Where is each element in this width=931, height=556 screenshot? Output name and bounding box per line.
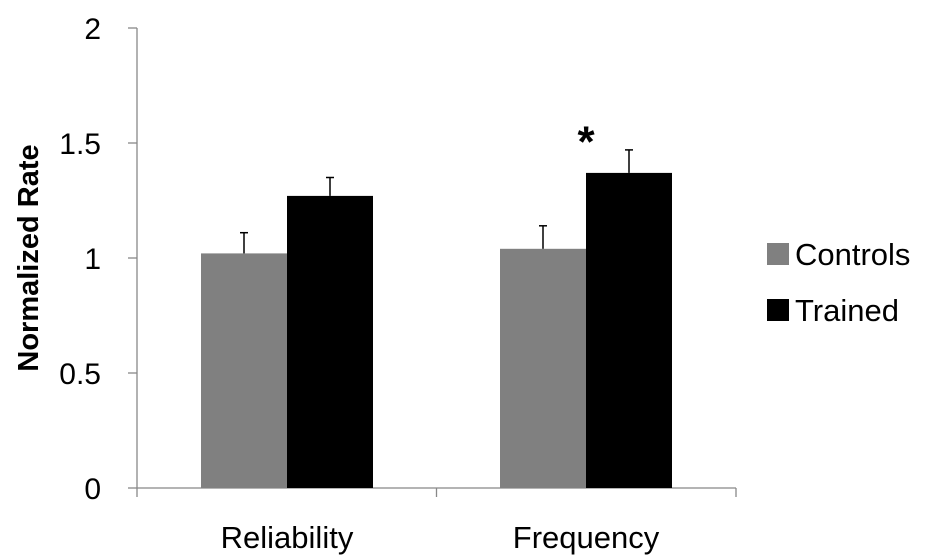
bar-trained-frequency — [586, 172, 672, 488]
y-tick-label: 1.5 — [59, 128, 101, 161]
bar-controls-reliability — [201, 253, 287, 488]
x-tick-label: Reliability — [221, 520, 354, 555]
x-axis: Reliability Frequency — [136, 487, 737, 555]
y-tick-label: 0.5 — [59, 358, 101, 391]
x-tick-label: Frequency — [513, 520, 660, 555]
bars — [201, 172, 672, 488]
error-bars — [240, 149, 633, 254]
y-tick-label: 1 — [84, 243, 101, 276]
y-tick-label: 2 — [84, 13, 101, 46]
legend: Controls Trained — [767, 237, 910, 328]
legend-label-controls: Controls — [795, 237, 910, 272]
significance-asterisk: * — [577, 117, 595, 166]
y-axis-label: Normalized Rate — [13, 144, 45, 371]
legend-swatch-trained — [767, 299, 789, 321]
bar-controls-frequency — [500, 248, 586, 488]
y-tick-label: 0 — [84, 473, 101, 506]
legend-swatch-controls — [767, 243, 789, 265]
legend-label-trained: Trained — [795, 293, 899, 328]
bar-trained-reliability — [287, 195, 373, 488]
annotations: * — [577, 117, 595, 166]
y-axis: 0 0.5 1 1.5 2 — [59, 13, 138, 506]
